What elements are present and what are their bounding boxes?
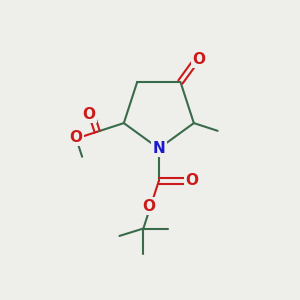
Text: O: O bbox=[70, 130, 83, 145]
Text: O: O bbox=[185, 173, 198, 188]
Text: O: O bbox=[82, 107, 95, 122]
Text: N: N bbox=[152, 141, 165, 156]
Text: O: O bbox=[192, 52, 205, 67]
Text: O: O bbox=[142, 199, 155, 214]
